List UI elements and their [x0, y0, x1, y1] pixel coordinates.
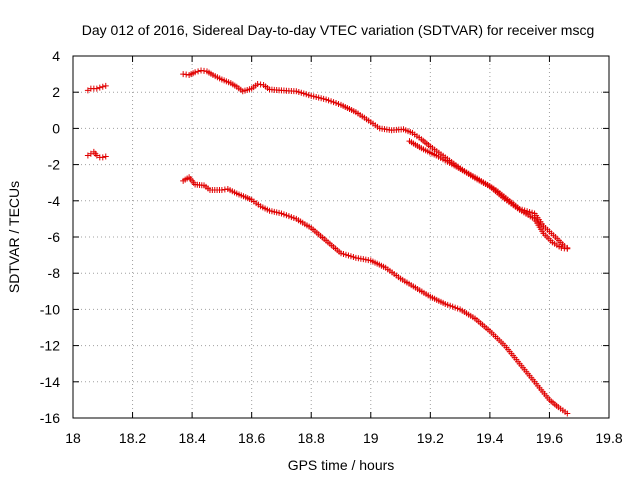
y-tick-label: -16 [40, 410, 60, 426]
y-tick-label: -4 [48, 193, 61, 209]
y-tick-label: -12 [40, 338, 60, 354]
series-track-1 [84, 82, 109, 94]
data-point [195, 68, 202, 75]
data-point [96, 84, 103, 91]
x-tick-labels: 18 18.2 18.4 18.6 18.8 19 19.2 19.4 19.6 19.8 [65, 430, 623, 446]
series-track-5 [180, 174, 571, 417]
x-tick-label: 18 [65, 430, 81, 446]
x-tick-label: 18.2 [119, 430, 146, 446]
y-tick-label: 4 [52, 48, 60, 64]
data-point [564, 410, 571, 417]
y-tick-label: -10 [40, 301, 60, 317]
x-tick-label: 19.8 [595, 430, 622, 446]
chart-title: Day 012 of 2016, Sidereal Day-to-day VTE… [82, 22, 595, 38]
y-axis-label: SDTVAR / TECUs [6, 181, 22, 293]
x-tick-label: 19.2 [417, 430, 444, 446]
x-tick-label: 18.8 [298, 430, 325, 446]
series-track-3 [180, 67, 571, 252]
grid-lines [73, 56, 609, 418]
data-point [99, 83, 106, 90]
x-tick-label: 19.4 [476, 430, 503, 446]
x-tick-label: 18.4 [178, 430, 205, 446]
series-track-2 [84, 148, 109, 161]
y-tick-label: -6 [48, 229, 61, 245]
x-tick-label: 19 [363, 430, 379, 446]
tick-marks [72, 55, 610, 419]
data-point [192, 69, 199, 76]
y-tick-label: -2 [48, 157, 61, 173]
y-tick-label: -8 [48, 265, 61, 281]
x-tick-label: 19.6 [536, 430, 563, 446]
y-tick-label: -14 [40, 374, 60, 390]
data-point [99, 154, 106, 161]
x-tick-label: 18.6 [238, 430, 265, 446]
y-tick-label: 0 [52, 120, 60, 136]
data-point [102, 82, 109, 89]
x-axis-label: GPS time / hours [288, 457, 395, 473]
data-point [564, 244, 571, 251]
series-track-4 [406, 138, 571, 251]
data-points [84, 67, 571, 417]
data-point [102, 153, 109, 160]
y-tick-label: 2 [52, 84, 60, 100]
y-tick-labels: -16 -14 -12 -10 -8 -6 -4 -2 0 2 4 [40, 48, 60, 426]
data-point [93, 85, 100, 92]
